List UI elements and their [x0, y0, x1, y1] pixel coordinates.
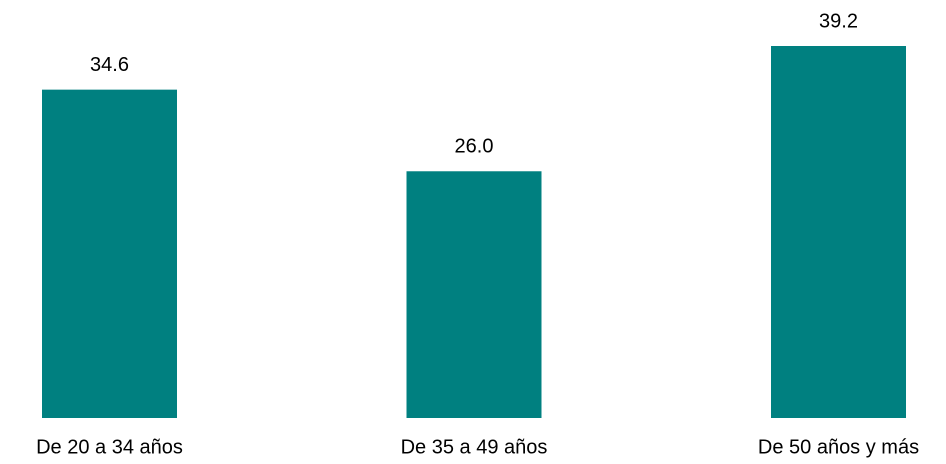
value-label: 39.2: [819, 10, 858, 32]
bar: [771, 46, 906, 418]
bar: [42, 89, 177, 418]
x-tick-label: De 50 años y más: [758, 436, 919, 458]
x-tick-label: De 20 a 34 años: [36, 436, 183, 458]
bar: [406, 171, 542, 418]
x-tick-label: De 35 a 49 años: [401, 436, 548, 458]
value-label: 26.0: [455, 136, 494, 158]
value-label: 34.6: [90, 54, 129, 76]
